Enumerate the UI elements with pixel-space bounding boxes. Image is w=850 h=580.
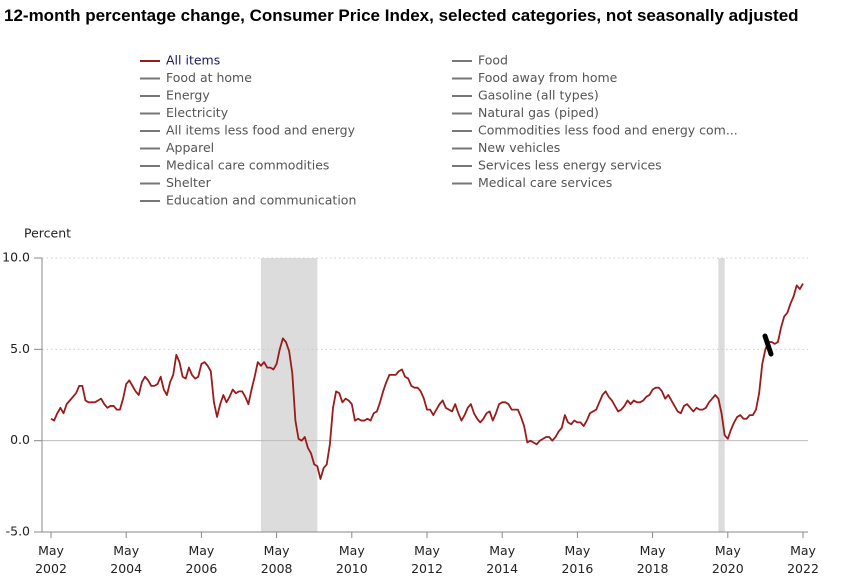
legend-label: Apparel [166,140,214,155]
x-tick-label: May 2006 [185,543,217,576]
x-tick-label: May 2012 [411,543,443,576]
x-tick-label: May 2014 [486,543,518,576]
legend-label: Education and communication [166,193,356,208]
x-tick-label: May 2022 [787,543,819,576]
pen-mark [762,333,774,357]
legend-label: Natural gas (piped) [478,105,599,120]
legend-label: Medical care services [478,175,612,190]
y-tick-label: -5.0 [6,524,30,539]
x-tick-label: May 2010 [336,543,368,576]
legend-label: Electricity [166,105,229,120]
x-tick-label: May 2002 [35,543,67,576]
shaded-region [718,258,725,532]
legend-label: Food away from home [478,70,618,85]
x-tick-label: May 2008 [261,543,293,576]
legend-label: Gasoline (all types) [478,88,599,103]
y-axis-label: Percent [24,226,71,241]
y-tick-label: 5.0 [10,341,30,356]
data-line [50,283,804,480]
x-tick-label: May 2018 [637,543,669,576]
legend-label: Medical care commodities [166,158,329,173]
legend-label: Commodities less food and energy com... [478,123,738,138]
legend-label: New vehicles [478,140,560,155]
x-tick-label: May 2004 [110,543,142,576]
chart-title: 12-month percentage change, Consumer Pri… [4,6,799,25]
legend-label: Services less energy services [478,158,662,173]
legend-label: Shelter [166,175,212,190]
x-tick-label: May 2020 [712,543,744,576]
legend-label: Food [478,53,508,68]
y-tick-label: 10.0 [2,250,30,265]
legend-label: Energy [166,88,210,103]
y-tick-label: 0.0 [10,432,30,447]
legend-label: All items [166,53,220,68]
legend-label: All items less food and energy [166,123,356,138]
legend-label: Food at home [166,70,252,85]
shaded-region [260,258,318,532]
x-tick-label: May 2016 [561,543,593,576]
